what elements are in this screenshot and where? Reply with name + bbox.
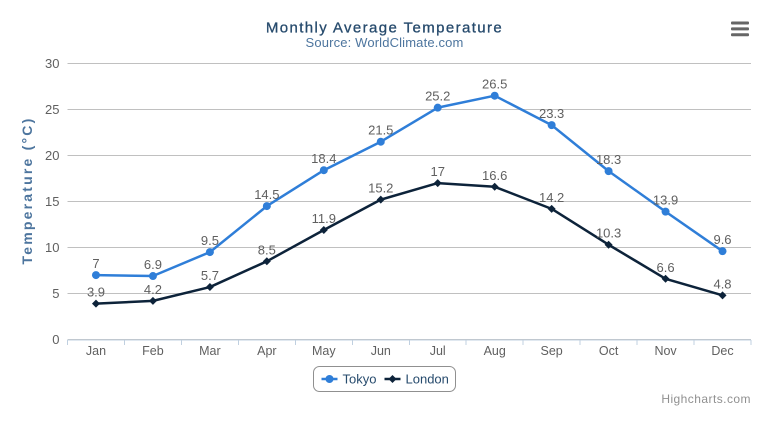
svg-text:11.9: 11.9 (312, 211, 336, 226)
svg-text:Highcharts.com: Highcharts.com (661, 392, 751, 406)
svg-text:14.5: 14.5 (254, 187, 279, 202)
svg-text:5.7: 5.7 (201, 268, 219, 283)
svg-text:26.5: 26.5 (482, 77, 507, 92)
svg-text:25.2: 25.2 (425, 89, 450, 104)
svg-text:3.9: 3.9 (87, 285, 105, 300)
svg-text:Feb: Feb (142, 344, 164, 358)
svg-text:18.3: 18.3 (596, 152, 621, 167)
svg-text:6.6: 6.6 (657, 260, 675, 275)
svg-text:14.2: 14.2 (539, 190, 564, 205)
svg-text:4.2: 4.2 (144, 282, 162, 297)
svg-text:7: 7 (92, 256, 99, 271)
svg-text:17: 17 (430, 164, 444, 179)
svg-text:5: 5 (52, 286, 59, 301)
svg-text:Oct: Oct (599, 344, 619, 358)
svg-text:Apr: Apr (257, 344, 276, 358)
svg-text:London: London (406, 372, 449, 387)
svg-text:15.2: 15.2 (368, 181, 393, 196)
svg-text:Jan: Jan (86, 344, 106, 358)
svg-text:18.4: 18.4 (311, 151, 336, 166)
svg-text:Dec: Dec (711, 344, 733, 358)
svg-text:30: 30 (45, 56, 59, 71)
svg-text:Nov: Nov (654, 344, 677, 358)
svg-text:8.5: 8.5 (258, 242, 276, 257)
svg-text:9.5: 9.5 (201, 233, 219, 248)
svg-text:9.6: 9.6 (713, 232, 731, 247)
svg-text:15: 15 (45, 194, 59, 209)
svg-text:6.9: 6.9 (144, 257, 162, 272)
svg-text:Sep: Sep (541, 344, 563, 358)
svg-text:20: 20 (45, 148, 59, 163)
svg-text:Jun: Jun (371, 344, 391, 358)
svg-text:21.5: 21.5 (368, 123, 393, 138)
svg-text:13.9: 13.9 (653, 193, 678, 208)
svg-text:May: May (312, 344, 336, 358)
svg-text:Tokyo: Tokyo (343, 372, 377, 387)
svg-text:Aug: Aug (484, 344, 506, 358)
svg-text:0: 0 (52, 332, 59, 347)
svg-text:Source: WorldClimate.com: Source: WorldClimate.com (306, 35, 464, 50)
svg-text:Temperature (°C): Temperature (°C) (19, 117, 35, 265)
svg-text:10.3: 10.3 (596, 226, 621, 241)
svg-text:23.3: 23.3 (539, 106, 564, 121)
svg-text:10: 10 (45, 240, 59, 255)
svg-text:4.8: 4.8 (713, 276, 731, 291)
svg-text:Monthly Average Temperature: Monthly Average Temperature (266, 19, 503, 36)
svg-text:16.6: 16.6 (482, 168, 507, 183)
svg-text:25: 25 (45, 102, 59, 117)
svg-text:Mar: Mar (199, 344, 221, 358)
svg-text:Jul: Jul (430, 344, 446, 358)
